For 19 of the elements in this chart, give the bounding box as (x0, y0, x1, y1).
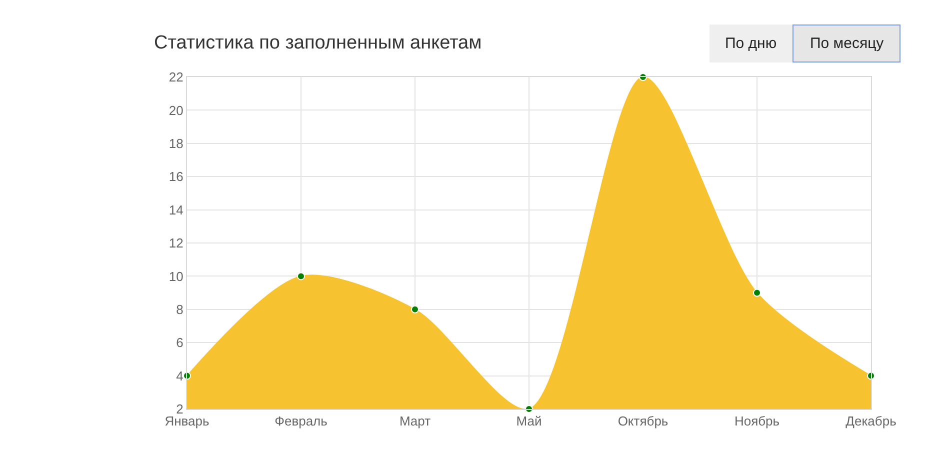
x-tick-label: Ноябрь (734, 414, 780, 429)
x-tick-label: Декабрь (846, 414, 897, 429)
text: По месяцу (810, 35, 884, 52)
x-tick-label: Март (399, 414, 431, 429)
y-tick-label: 16 (168, 169, 184, 184)
y-tick-label: 8 (176, 302, 184, 317)
y-tick-label: 4 (176, 368, 184, 384)
chart-title: Статистика по заполненным анкетам (154, 32, 482, 54)
text: По дню (725, 35, 777, 52)
y-tick-label: 22 (168, 70, 184, 85)
x-tick-label: Октябрь (618, 414, 668, 429)
y-tick-label: 10 (168, 268, 184, 284)
x-tick-label: Февраль (274, 414, 328, 429)
y-tick-label: 20 (168, 102, 184, 118)
y-tick-label: 14 (168, 202, 184, 218)
y-tick-label: 12 (168, 236, 184, 251)
y-tick-label: 18 (168, 136, 184, 151)
x-tick-label: Май (516, 414, 542, 429)
y-tick-label: 6 (176, 335, 184, 350)
